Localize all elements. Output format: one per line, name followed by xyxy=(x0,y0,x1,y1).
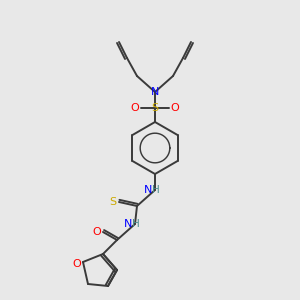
Text: H: H xyxy=(152,185,160,195)
Text: N: N xyxy=(124,219,132,229)
Text: O: O xyxy=(93,227,101,237)
Text: H: H xyxy=(132,219,140,229)
Text: S: S xyxy=(152,103,159,113)
Text: S: S xyxy=(110,197,117,207)
Text: O: O xyxy=(171,103,179,113)
Text: O: O xyxy=(73,259,81,269)
Text: O: O xyxy=(130,103,140,113)
Text: N: N xyxy=(144,185,152,195)
Text: N: N xyxy=(151,87,159,97)
